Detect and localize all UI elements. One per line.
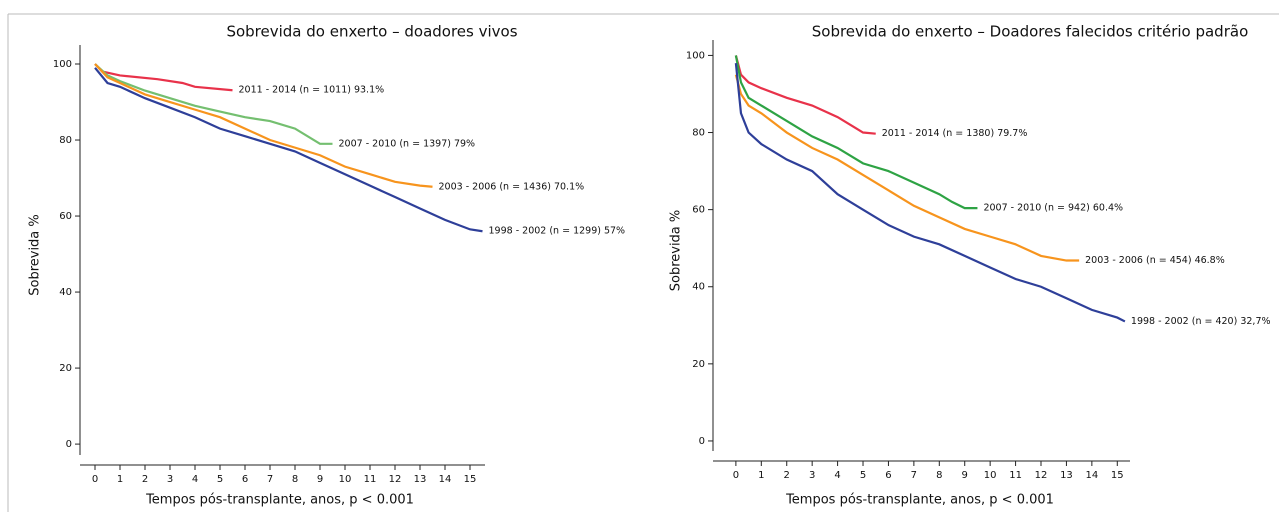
x-tick-label: 3 [167,474,173,485]
series-end-label: 1998 - 2002 (n = 1299) 57% [489,226,626,237]
x-tick-label: 6 [242,474,248,485]
y-tick-label: 60 [59,211,72,222]
x-tick-label: 13 [414,474,427,485]
x-tick-label: 9 [317,474,323,485]
x-tick-label: 2 [142,474,148,485]
x-tick-label: 15 [1111,470,1124,481]
x-axis-label: Tempos pós-transplante, anos, p < 0.001 [785,493,1054,508]
x-tick-label: 6 [885,470,891,481]
chart-title: Sobrevida do enxerto – Doadores falecido… [812,23,1249,41]
series-end-label: 1998 - 2002 (n = 420) 32,7% [1131,316,1271,327]
x-axis-label: Tempos pós-transplante, anos, p < 0.001 [145,493,414,508]
series-end-label: 2011 - 2014 (n = 1011) 93.1% [239,85,385,96]
y-tick-label: 80 [692,128,705,139]
x-tick-label: 14 [1085,470,1098,481]
survival-line [94,63,433,188]
x-tick-label: 5 [217,474,223,485]
y-tick-label: 100 [686,50,705,61]
series-end-label: 2003 - 2006 (n = 1436) 70.1% [439,181,585,192]
y-axis-label: Sobrevida % [669,210,684,292]
x-tick-label: 0 [92,474,98,485]
y-tick-label: 100 [53,59,72,70]
x-tick-label: 3 [809,470,815,481]
x-tick-label: 10 [339,474,352,485]
y-axis-label: Sobrevida % [28,214,43,296]
x-tick-label: 15 [464,474,477,485]
x-tick-label: 11 [1009,470,1022,481]
x-tick-label: 1 [117,474,123,485]
x-tick-label: 8 [936,470,942,481]
y-tick-label: 20 [59,363,72,374]
y-tick-label: 40 [692,282,705,293]
chart-title: Sobrevida do enxerto – doadores vivos [226,23,517,41]
x-tick-label: 7 [911,470,917,481]
y-tick-label: 20 [692,359,705,370]
x-tick-label: 8 [292,474,298,485]
x-tick-label: 7 [267,474,273,485]
x-tick-label: 13 [1060,470,1073,481]
x-tick-label: 5 [860,470,866,481]
x-tick-label: 2 [784,470,790,481]
x-tick-label: 14 [439,474,452,485]
x-tick-label: 4 [834,470,840,481]
x-tick-label: 0 [733,470,739,481]
series-end-label: 2007 - 2010 (n = 942) 60.4% [983,203,1123,214]
series-end-label: 2007 - 2010 (n = 1397) 79% [339,138,476,149]
survival-line [734,74,1080,262]
series-end-label: 2003 - 2006 (n = 454) 46.8% [1085,255,1225,266]
y-tick-label: 40 [59,287,72,298]
x-tick-label: 1 [758,470,764,481]
x-tick-label: 10 [984,470,997,481]
y-tick-label: 80 [59,135,72,146]
y-tick-label: 0 [66,439,72,450]
survival-line [94,63,333,145]
survival-line [734,63,1126,323]
x-tick-label: 12 [1035,470,1048,481]
x-tick-label: 4 [192,474,198,485]
x-tick-label: 11 [364,474,377,485]
y-tick-label: 60 [692,205,705,216]
x-tick-label: 9 [962,470,968,481]
x-tick-label: 12 [389,474,402,485]
series-end-label: 2011 - 2014 (n = 1380) 79.7% [882,128,1028,139]
survival-line [94,67,483,233]
y-tick-label: 0 [699,436,705,447]
survival-line [734,55,876,135]
survival-line [734,55,978,210]
